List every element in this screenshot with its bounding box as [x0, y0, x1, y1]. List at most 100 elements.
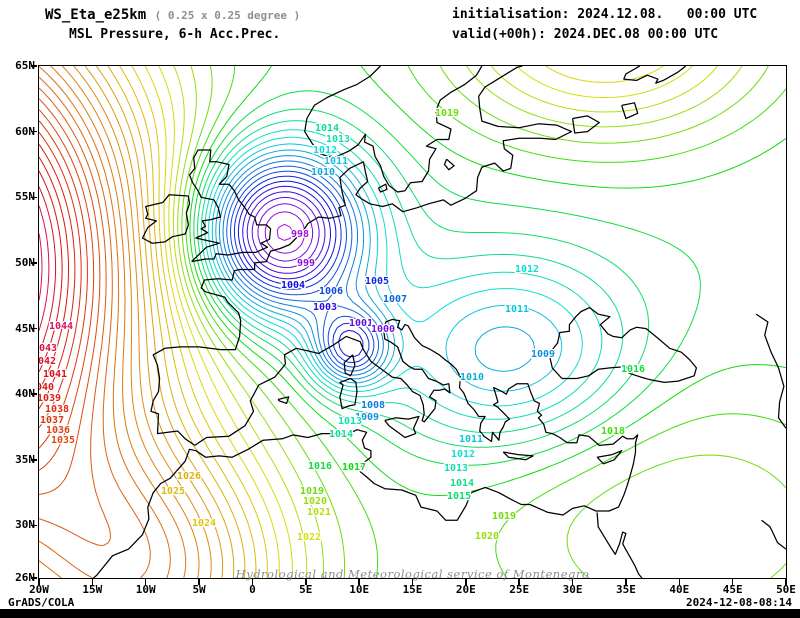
contour-label: 1008 [361, 400, 385, 411]
contour-label: 1021 [307, 507, 331, 518]
lon-tick-label: 20W [29, 583, 49, 596]
lon-tick-mark [91, 579, 94, 585]
contour-label: 1013 [444, 463, 468, 474]
contour-label: 1012 [451, 449, 475, 460]
lat-tick-label: 55N [15, 190, 35, 204]
initialisation-time: initialisation: 2024.12.08. 00:00 UTC [452, 7, 758, 22]
isobar-1044 [39, 233, 43, 301]
coastline [623, 66, 687, 84]
contour-label: 1009 [531, 349, 555, 360]
isobar-contour-layer [39, 66, 786, 578]
lon-tick-mark [198, 579, 200, 585]
contour-label: 1043 [39, 343, 57, 354]
contour-label: 1026 [177, 471, 201, 482]
coastline [150, 66, 573, 446]
isobar-1006 [230, 170, 375, 368]
isobar-998 [276, 223, 293, 241]
valid-time: valid(+00h): 2024.DEC.08 00:00 UTC [452, 27, 719, 42]
isobar-1007 [226, 165, 379, 372]
isobar-1016 [193, 90, 701, 466]
lon-tick-mark [678, 579, 681, 585]
contour-label: 1041 [43, 369, 67, 380]
contour-label: 1044 [49, 321, 73, 332]
lon-tick-label: 30E [562, 583, 583, 596]
coastline-layer [93, 66, 786, 578]
lat-tick-mark [31, 262, 37, 264]
isobar-1019 [181, 66, 786, 578]
isobar-1036 [39, 109, 95, 471]
model-name: WS_Eta_e25km [45, 7, 147, 23]
coastline [343, 354, 356, 377]
isobar-1028 [84, 66, 224, 578]
isobar-1032 [39, 66, 171, 578]
lon-tick-mark [411, 579, 414, 585]
lat-tick-label: 45N [15, 321, 35, 335]
contour-label: 1013 [326, 134, 350, 145]
contour-label: 1016 [621, 364, 645, 375]
isobar-1024 [131, 66, 268, 578]
contour-label: 1014 [329, 429, 353, 440]
lon-tick-mark [785, 579, 787, 585]
isobar-1039 [39, 144, 76, 409]
lon-tick-mark [38, 579, 40, 585]
lon-tick-label: 20E [455, 583, 476, 596]
contour-label: 1022 [297, 532, 321, 543]
lon-tick-label: 45E [722, 583, 743, 596]
coastline [571, 115, 600, 134]
lat-tick-label: 40N [15, 387, 35, 401]
isobar-1002 [246, 191, 326, 274]
pressure-map: 1044 1043 1042 1041 104010391038103710361035… [15, 59, 796, 596]
contour-label: 1038 [45, 404, 69, 415]
isobar-1001 [251, 196, 320, 269]
contour-label: 1020 [303, 496, 327, 507]
isobar-1043 [39, 205, 50, 331]
coastline [761, 519, 786, 550]
lat-tick-mark [31, 65, 37, 67]
lon-tick-mark [731, 579, 734, 585]
coastline [277, 396, 290, 405]
grads-credit: GrADS/COLA [8, 596, 75, 609]
contour-label: 1037 [40, 415, 64, 426]
contour-label: 1020 [475, 531, 499, 542]
isobar-1013 [204, 129, 603, 420]
lon-tick-label: 10E [349, 583, 370, 596]
isobar-1015 [197, 108, 650, 448]
contour-label: 1007 [383, 294, 407, 305]
isobar-1004 [237, 180, 364, 358]
coastline [93, 318, 639, 578]
watermark-text: Hydrological and Meteorological service … [235, 567, 590, 581]
contour-label: 1018 [601, 426, 625, 437]
contour-label: 1025 [161, 486, 185, 497]
isobar-1042 [39, 186, 57, 353]
model-title: WS_Eta_e25km ( 0.25 x 0.25 degree ) [45, 7, 300, 23]
lon-tick-mark [251, 579, 254, 585]
isobar-1026 [107, 66, 246, 578]
isobar-1010 [215, 149, 536, 384]
footer-bar [0, 609, 800, 618]
coastline [141, 194, 191, 244]
isobar-1030 [62, 66, 200, 578]
contour-label: 1006 [319, 286, 343, 297]
contour-label: 999 [297, 258, 315, 269]
lon-tick-mark [144, 579, 147, 585]
lon-tick-label: 35E [615, 583, 636, 596]
lat-tick-label: 35N [15, 452, 35, 466]
coastline [502, 451, 534, 461]
isobar-1033 [39, 76, 151, 578]
contour-label: 1017 [342, 462, 366, 473]
isobar-1034 [39, 87, 111, 546]
contour-label-layer: 1044 1043 1042 1041 104010391038103710361035… [39, 107, 646, 545]
contour-label: 1001 [349, 318, 373, 329]
isobar-1041 [39, 170, 63, 373]
lon-tick-label: 10W [135, 583, 156, 596]
lat-tick-mark [31, 459, 37, 461]
model-resolution: ( 0.25 x 0.25 degree ) [154, 9, 301, 22]
contour-label: 1039 [39, 393, 61, 404]
contour-label: 1019 [435, 108, 459, 119]
coastline [339, 377, 358, 410]
lat-tick-mark [31, 393, 37, 395]
lat-tick-mark [31, 524, 37, 527]
lat-tick-mark [31, 196, 37, 199]
lat-tick-label: 60N [15, 124, 35, 138]
